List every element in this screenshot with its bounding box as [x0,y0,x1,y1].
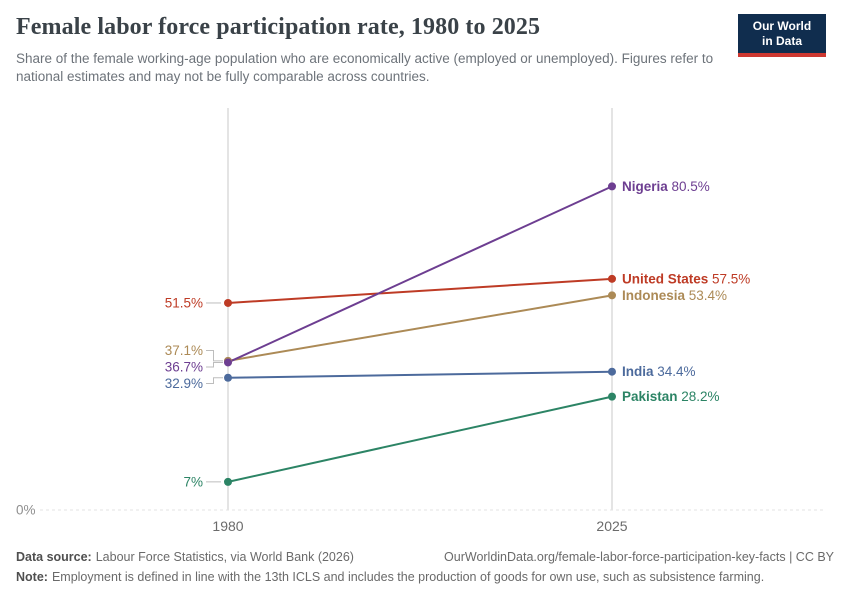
label-connector-indonesia [206,350,223,362]
slope-chart-svg[interactable]: 1980 2025 0% 51.5% 37.1% 32.9% 7% 36.7% United S… [0,100,850,540]
series-line-indonesia[interactable] [227,294,613,362]
page-title: Female labor force participation rate, 1… [16,14,541,40]
series-end-label-india[interactable]: India 34.4% [622,364,696,379]
chart-subtitle: Share of the female working-age populati… [16,51,714,84]
series-end-label-united-states[interactable]: United States 57.5% [622,271,750,286]
x-tick-label-2025: 2025 [596,518,627,534]
series-point-start-united-states[interactable] [224,298,232,307]
series-point-start-pakistan[interactable] [224,477,232,486]
footer-row-source: Data source: Labour Force Statistics, via… [16,547,834,567]
start-value-label-pakistan: 7% [183,474,203,489]
series-line-united-states[interactable] [227,277,613,304]
start-value-label-nigeria: 36.7% [165,360,203,375]
owid-citation-link[interactable]: OurWorldinData.org/female-labor-force-pa… [444,550,834,564]
series-point-end-united-states[interactable] [608,274,616,283]
series-end-label-indonesia[interactable]: Indonesia 53.4% [622,288,727,303]
series-point-end-nigeria[interactable] [608,182,616,191]
slope-chart[interactable]: 1980 2025 0% 51.5% 37.1% 32.9% 7% 36.7% United S… [0,100,850,540]
data-source: Data source: Labour Force Statistics, via… [16,547,354,567]
owid-logo-line2: in Data [761,34,802,48]
owid-logo[interactable]: Our World in Data [738,14,826,57]
note-text: Employment is defined in line with the 1… [51,570,765,584]
series-point-end-pakistan[interactable] [608,392,616,401]
series-end-label-nigeria[interactable]: Nigeria 80.5% [622,179,710,194]
start-value-label-united-states: 51.5% [165,295,203,310]
start-value-label-india: 32.9% [165,376,203,391]
owid-logo-line1: Our World [752,19,812,33]
data-source-text: Labour Force Statistics, via World Bank … [95,550,354,564]
start-value-label-indonesia: 37.1% [165,343,203,358]
series-point-end-indonesia[interactable] [608,291,616,300]
label-connector-india [206,377,223,385]
label-connector-nigeria [206,361,223,368]
data-source-label: Data source: [16,550,92,564]
series-line-india[interactable] [227,370,613,379]
series-line-nigeria[interactable] [227,185,613,364]
y-axis-zero-label: 0% [16,503,36,518]
series-point-start-nigeria[interactable] [224,358,232,367]
chart-footer: Data source: Labour Force Statistics, via… [0,540,850,600]
note-label: Note: [16,570,48,584]
series-point-start-india[interactable] [224,373,232,382]
series-line-pakistan[interactable] [227,395,613,483]
x-tick-label-1980: 1980 [212,518,243,534]
footer-row-note: Note: Employment is defined in line with … [16,567,834,587]
series-point-end-india[interactable] [608,367,616,376]
chart-header: Female labor force participation rate, 1… [0,0,850,100]
series-end-label-pakistan[interactable]: Pakistan 28.2% [622,389,720,404]
